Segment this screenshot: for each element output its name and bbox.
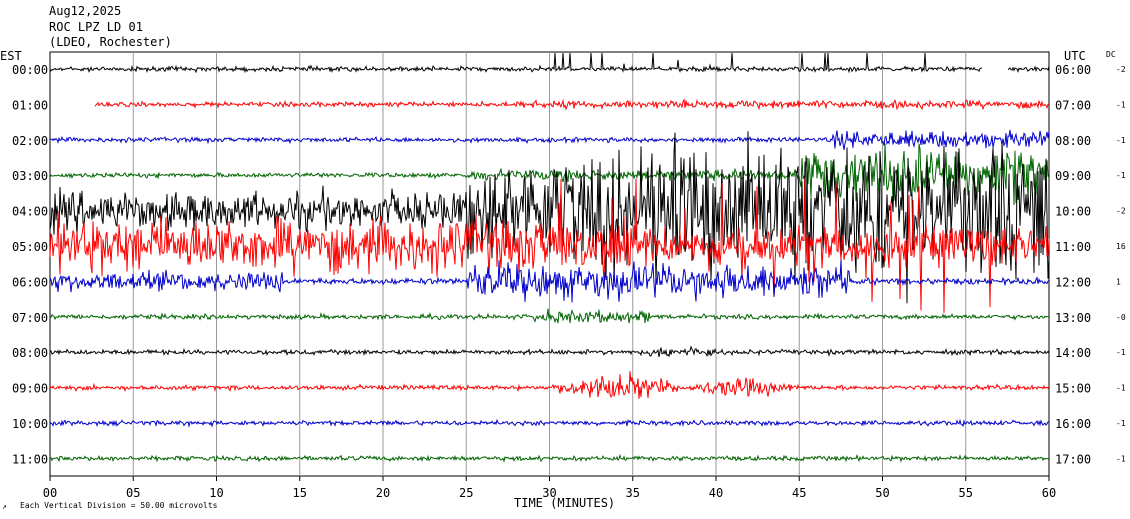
trace-line-1000 [49,418,1050,428]
scale-marker-icon: ↗ [2,502,7,511]
x-tick-label: 00 [43,486,57,500]
row-est-label: 04:00 [12,205,48,219]
row-dc-label: -1 [1116,348,1126,357]
row-dc-label: -1 [1116,136,1126,145]
row-dc-label: -1 [1116,454,1126,463]
row-est-label: 08:00 [12,346,48,360]
x-tick-label: 55 [959,486,973,500]
row-dc-label: -2 [1116,65,1126,74]
x-tick-label: 60 [1042,486,1056,500]
row-dc-label: -2 [1116,207,1126,216]
x-tick-labels: 00 05 10 15 20 25 30 35 40 45 50 55 60 [43,476,1056,500]
row-est-label: 01:00 [12,98,48,112]
row-est-label: 10:00 [12,417,48,431]
trace-line-0200 [49,129,1050,150]
row-dc-label: -1 [1116,171,1126,180]
x-tick-label: 05 [126,486,140,500]
right-zone-label: UTC [1064,49,1086,63]
row-utc-label: 11:00 [1055,240,1091,254]
row-dc-label: -1 [1116,419,1126,428]
trace-line-0100 [94,97,1050,111]
trace-line-1100 [49,453,1050,464]
scale-note: Each Vertical Division = 50.00 microvolt… [20,501,218,510]
row-utc-label: 16:00 [1055,417,1091,431]
row-est-label: 06:00 [12,275,48,289]
row-utc-label: 09:00 [1055,169,1091,183]
row-est-label: 07:00 [12,311,48,325]
header-date: Aug12,2025 [49,4,121,18]
row-est-label: 11:00 [12,452,48,466]
x-tick-label: 15 [293,486,307,500]
x-axis-label: TIME (MINUTES) [514,496,615,510]
row-est-label: 02:00 [12,134,48,148]
row-utc-label: 08:00 [1055,134,1091,148]
row-dc-label: -1 [1116,384,1126,393]
header-network: (LDEO, Rochester) [49,35,172,49]
x-tick-label: 20 [376,486,390,500]
trace-group [49,52,1050,464]
trace-line-0500 [49,177,1050,313]
row-est-label: 05:00 [12,240,48,254]
row-utc-label: 07:00 [1055,98,1091,112]
row-dc-label: -0 [1116,313,1126,322]
left-zone-label: EST [0,49,22,63]
row-utc-label: 13:00 [1055,311,1091,325]
trace-line-0900 [49,371,1050,399]
row-est-label: 09:00 [12,382,48,396]
row-utc-label: 17:00 [1055,452,1091,466]
x-tick-label: 40 [709,486,723,500]
x-tick-label: 35 [626,486,640,500]
x-tick-label: 50 [875,486,889,500]
x-tick-label: 25 [459,486,473,500]
x-tick-label: 10 [209,486,223,500]
row-utc-label: 15:00 [1055,382,1091,396]
row-est-label: 03:00 [12,169,48,183]
row-dc-label: -1 [1116,100,1126,109]
row-dc-label: 1 [1116,277,1121,286]
row-utc-label: 10:00 [1055,205,1091,219]
x-tick-label: 45 [792,486,806,500]
trace-line-0300 [49,143,1050,205]
trace-line-0000 [49,52,1050,74]
row-labels: 00:00 06:00 -2 01:00 07:00 -1 02:00 08:00 -1 03:0… [12,63,1126,466]
trace-line-0700 [49,308,1050,324]
dc-label: DC [1106,50,1116,59]
row-utc-label: 06:00 [1055,63,1091,77]
row-utc-label: 14:00 [1055,346,1091,360]
row-est-label: 00:00 [12,63,48,77]
trace-line-0800 [49,345,1050,358]
row-dc-label: 16 [1116,242,1126,251]
header-station: ROC LPZ LD 01 [49,20,143,34]
trace-line-0600 [49,259,1050,303]
row-utc-label: 12:00 [1055,275,1091,289]
grid-lines [132,52,967,476]
x-tick-label: 30 [542,486,556,500]
